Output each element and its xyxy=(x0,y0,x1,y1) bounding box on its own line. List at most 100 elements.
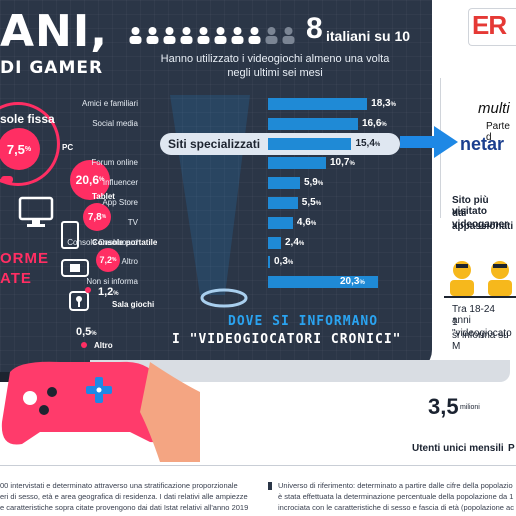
bar-row: Altro 0,3% xyxy=(0,255,400,269)
logo-box xyxy=(468,8,516,46)
value-label: 18,3% xyxy=(371,98,396,109)
tablet-icon xyxy=(61,221,79,249)
ratio-number: 8 xyxy=(306,12,323,45)
value-label: 4,6% xyxy=(296,216,317,228)
subtitle-line2: negli ultimi sei mesi xyxy=(227,67,323,79)
users-label: Utenti unici mensili xyxy=(412,443,504,454)
ratio-text: italiani su 10 xyxy=(326,28,411,44)
category-label: Forum online xyxy=(91,158,138,168)
person-icon xyxy=(282,27,295,44)
bar xyxy=(268,117,358,130)
pc-value-badge: 20,6% xyxy=(70,160,110,200)
console-fissa-value-badge: 7,5% xyxy=(0,128,40,170)
category-label: Console Dashboard xyxy=(67,237,138,247)
console-portatile-value-badge: 7,2% xyxy=(96,248,120,272)
pc-label: PC xyxy=(62,143,74,152)
bar-row: TV 4,6% xyxy=(0,216,400,230)
p-label: P xyxy=(508,443,515,454)
console-portatile-label: Console portatile xyxy=(92,238,158,247)
title-line1: ANI, xyxy=(0,6,108,57)
bar-chart: Amici e familiari 18,3% Social media 16,6% S… xyxy=(0,97,400,289)
young-people-icons xyxy=(450,261,512,296)
person-icon xyxy=(163,27,176,44)
sala-giochi-dot-icon xyxy=(85,287,91,293)
tablet-value: 7,8 xyxy=(87,211,102,223)
bar xyxy=(268,256,270,269)
handheld-console-icon xyxy=(61,259,89,277)
arrow-right-icon xyxy=(400,126,458,158)
age-line1: Tra 18-24 anni xyxy=(452,304,495,326)
age-line3: si informa su M xyxy=(452,330,509,352)
bar-row: App Store 5,5% xyxy=(0,196,400,210)
bar xyxy=(268,236,281,249)
users-value: 3,5 xyxy=(428,394,459,419)
console-fissa-label: sole fissa xyxy=(0,112,55,126)
tv-screen-panel: ANI, DI GAMER 8 italiani su 10 Hanno uti… xyxy=(0,0,432,372)
console-fissa-value: 7,5 xyxy=(6,141,25,157)
gamepad-icon xyxy=(1,361,200,462)
title-line2: DI GAMER xyxy=(0,58,104,78)
footer-bullet xyxy=(268,482,272,490)
person-icon xyxy=(248,27,261,44)
sito-line1: Sito più visitato xyxy=(452,195,489,217)
bar xyxy=(268,216,293,229)
person-icon xyxy=(197,27,210,44)
bar xyxy=(268,137,352,150)
subtitle-line1: Hanno utilizzato i videogiochi almeno un… xyxy=(160,53,390,65)
platform-line1: ORME xyxy=(0,250,49,267)
chart-caption-line2: I "VIDEOGIOCATORI CRONICI" xyxy=(172,332,402,347)
bar xyxy=(268,157,326,170)
altro-label: Altro xyxy=(94,341,113,350)
tablet-value-badge: 7,8% xyxy=(83,203,111,231)
value-label: 20,3% xyxy=(340,276,365,288)
category-label: Social media xyxy=(92,118,138,128)
bar-row: Forum online 10,7% xyxy=(0,156,400,170)
category-label: TV xyxy=(127,217,138,227)
footer-left-line2: eri di sesso, età e area geografica di r… xyxy=(0,492,248,501)
magnifier-icon xyxy=(200,288,248,308)
footer-right-line2: è stata effettuata la determinazione per… xyxy=(278,492,514,501)
value-label: 5,9% xyxy=(303,177,324,189)
bar xyxy=(268,197,298,209)
netaddiction-logo: netar xyxy=(460,134,505,154)
altro-value: 0,5% xyxy=(76,326,97,338)
bar-row: Non si informa 20,3% xyxy=(0,275,400,289)
bar-row: Amici e familiari 18,3% xyxy=(0,97,400,111)
person-icon xyxy=(231,27,244,44)
person-icon xyxy=(146,27,159,44)
bar xyxy=(268,276,378,289)
platform-line2: ATE xyxy=(0,270,32,287)
bar xyxy=(268,98,368,110)
category-label: Non si informa xyxy=(86,277,138,287)
sala-giochi-label: Sala giochi xyxy=(112,300,155,309)
users-unit: milioni xyxy=(460,404,480,411)
parte-text: Parte d xyxy=(486,121,510,143)
bar-row: Siti specializzati 15,4% xyxy=(0,132,400,155)
person-icon xyxy=(129,27,142,44)
value-label: 16,6% xyxy=(361,117,387,129)
value-label: 0,3% xyxy=(274,256,294,268)
icons-underline xyxy=(444,296,516,298)
category-label: Altro xyxy=(121,257,138,267)
value-label: 15,4% xyxy=(355,137,381,149)
people-icons xyxy=(128,26,296,44)
pc-value: 20,6 xyxy=(75,173,99,187)
tablet-label: Tablet xyxy=(92,192,115,201)
footer-left-line3: e caratteristiche sopra citate provengon… xyxy=(0,503,249,512)
gamepad-small-icon xyxy=(1,176,13,183)
footer-right-line3: incrociata con le caratteristiche di ses… xyxy=(278,503,514,512)
person-icon xyxy=(180,27,193,44)
person-icon xyxy=(265,27,278,44)
sito-line2: dai videogamer xyxy=(452,208,509,230)
bar xyxy=(268,177,300,190)
category-label: App Store xyxy=(102,198,138,207)
sito-line3: appassionati xyxy=(452,221,514,232)
bar-row: Influencer 5,9% xyxy=(0,176,400,190)
bar-row: Console Dashboard 2,4% xyxy=(0,236,400,250)
multi-text: multi xyxy=(478,100,510,117)
category-label: Amici e familiari xyxy=(81,99,138,108)
person-icon xyxy=(214,27,227,44)
altro-dot-icon xyxy=(81,342,87,348)
footer-divider xyxy=(0,465,516,466)
sala-giochi-value: 1,2% xyxy=(98,286,119,298)
